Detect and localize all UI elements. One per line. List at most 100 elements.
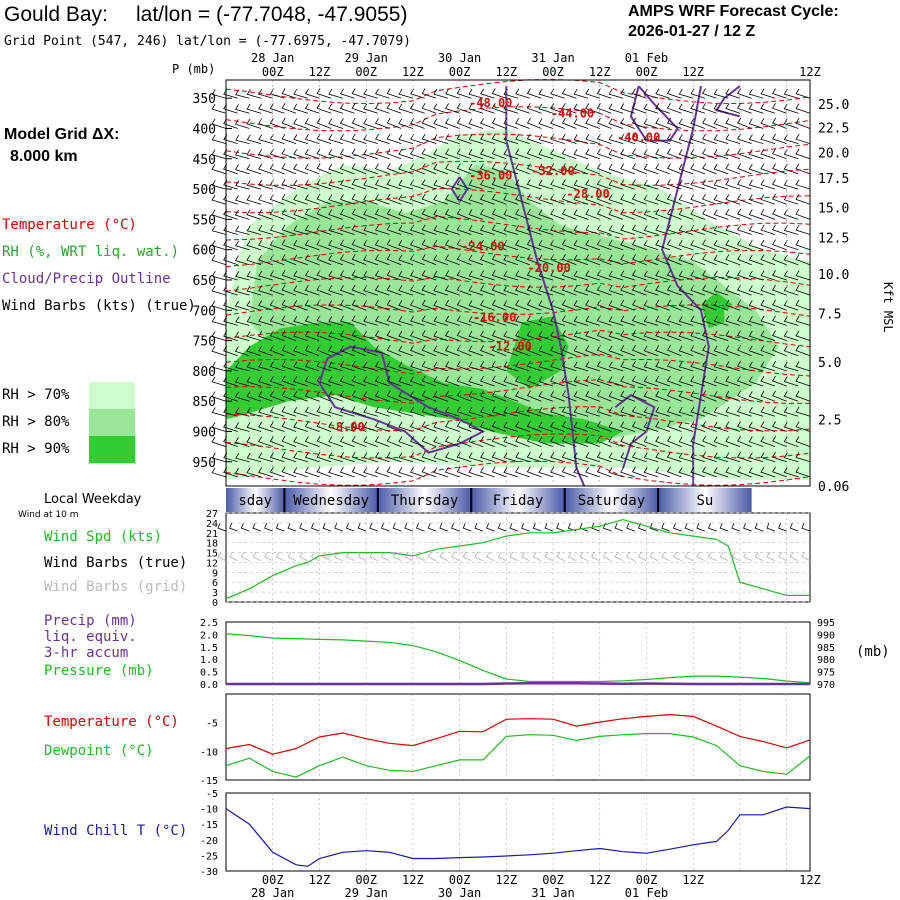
wind-barb xyxy=(713,118,729,129)
wind-barb xyxy=(573,163,589,175)
legend-rh70-label: RH > 70% xyxy=(2,387,70,403)
wind-barb xyxy=(760,179,776,190)
surface-wind-barb-true xyxy=(509,522,519,532)
wind-barb xyxy=(258,436,273,447)
wind-barb xyxy=(246,316,262,326)
wind-barb xyxy=(538,149,554,160)
wind-barb xyxy=(445,436,460,447)
temperature-contour-label: -24.00 xyxy=(461,240,504,254)
wind-barb xyxy=(468,361,484,372)
wind-barb xyxy=(737,284,752,296)
wind-barb xyxy=(328,376,343,387)
wind-barb xyxy=(328,179,343,190)
wind-barb xyxy=(608,391,624,402)
wind-barb xyxy=(363,436,378,447)
pressure-tick-label: 700 xyxy=(193,304,216,319)
wind-barb xyxy=(631,193,647,205)
wind-barb xyxy=(608,376,624,387)
wind-barb xyxy=(713,391,729,402)
wind-barb xyxy=(503,406,519,417)
wind-barb xyxy=(737,117,752,129)
wind-barb xyxy=(363,194,378,205)
wind-barb xyxy=(281,406,297,417)
wind-barb xyxy=(573,361,589,372)
wind-barb xyxy=(234,422,250,432)
wind-barb xyxy=(538,300,554,311)
wind-barb xyxy=(304,163,320,175)
wind-barb xyxy=(398,467,414,478)
top-hour-label: 00Z xyxy=(449,65,471,79)
wind-barb xyxy=(772,224,787,235)
surface-wind-barb-true xyxy=(497,522,507,532)
wind-barb xyxy=(666,421,682,432)
wind-barb xyxy=(410,421,425,432)
wind-barb xyxy=(235,180,250,190)
top-hour-label: 12Z xyxy=(589,65,611,79)
wind-barb xyxy=(445,88,460,99)
wind-barb xyxy=(211,149,227,160)
wind-barb xyxy=(433,300,449,311)
weekday-name: sday xyxy=(238,493,272,509)
wind-barb xyxy=(795,148,811,160)
wind-barb xyxy=(235,316,250,326)
surface-wind-barb-true xyxy=(743,522,752,532)
wind-barb xyxy=(713,239,729,251)
wind-barb xyxy=(795,133,811,144)
wind-barb xyxy=(293,254,308,266)
wind-barb xyxy=(643,391,659,402)
wind-barb xyxy=(585,103,600,114)
wind-barb xyxy=(491,193,507,205)
precip-label-1: Precip (mm) xyxy=(44,613,137,629)
surface-wind-barb-true xyxy=(240,522,250,532)
wind-barb xyxy=(421,375,437,387)
surface-wind-barb-true xyxy=(439,522,449,532)
wind-barb xyxy=(374,194,390,205)
wind-barb xyxy=(690,421,706,432)
wind-barb xyxy=(433,436,449,447)
wind-barb xyxy=(351,88,367,99)
wind-barb xyxy=(550,148,565,160)
wind-barb xyxy=(772,133,787,144)
wind-barb xyxy=(620,452,635,463)
pressure-tick-label: 800 xyxy=(193,365,216,380)
wind-barb xyxy=(655,179,670,190)
wind-barb xyxy=(561,163,577,175)
wind-barb xyxy=(410,361,425,372)
wind-barb xyxy=(374,133,390,144)
wind-barb xyxy=(456,179,472,190)
wind-barb xyxy=(667,117,682,129)
weekday-cell xyxy=(284,488,378,512)
wind-barb xyxy=(538,330,554,341)
wind-barb xyxy=(374,421,390,432)
temperature-panel: -15-10-5 xyxy=(200,693,811,787)
surface-wind-barb-true xyxy=(626,522,635,532)
wind-barb xyxy=(328,421,343,432)
wind-barb xyxy=(398,118,414,129)
wind-barb xyxy=(269,466,285,478)
wind-barb xyxy=(386,270,402,281)
wind-barb xyxy=(386,406,402,417)
wind-barb xyxy=(760,103,776,114)
wind-barb xyxy=(737,239,752,251)
wind-barb xyxy=(398,239,414,251)
wind-barb xyxy=(538,406,554,417)
wind-barb xyxy=(491,148,507,160)
wind-barb xyxy=(678,270,694,281)
top-hour-label: 00Z xyxy=(636,65,658,79)
cloud-outline xyxy=(661,85,710,486)
wind-barb xyxy=(421,284,437,296)
height-tick-label: 12.5 xyxy=(818,232,849,247)
wind-barb xyxy=(667,390,682,402)
wind-barb xyxy=(678,163,694,175)
wind-barb xyxy=(339,299,355,311)
windchill-panel-ytick: -5 xyxy=(206,789,218,800)
wind-barb xyxy=(713,285,729,296)
wind-barb xyxy=(269,103,285,114)
wind-barb xyxy=(772,163,787,175)
wind-barb xyxy=(702,224,717,235)
wind-barb xyxy=(421,224,437,235)
surface-wind-barb-true xyxy=(252,522,262,532)
wind-barb xyxy=(281,451,297,463)
wind-barb xyxy=(550,270,565,281)
wind-barb xyxy=(690,390,706,402)
